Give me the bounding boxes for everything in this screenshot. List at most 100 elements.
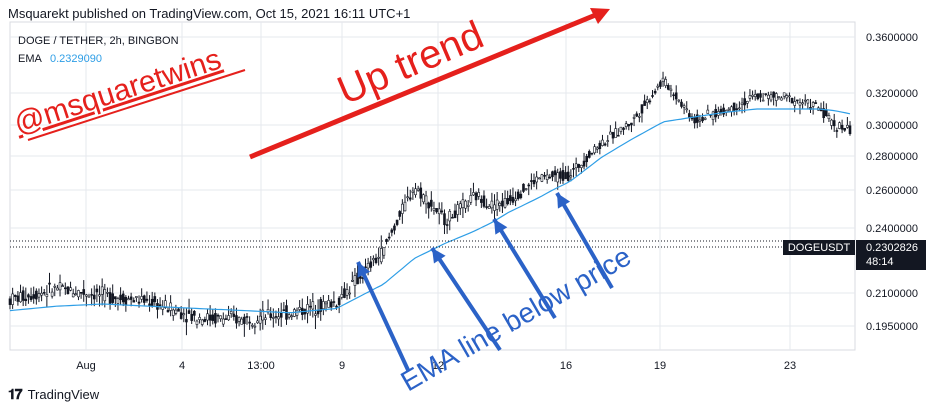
candle-body — [524, 188, 528, 190]
candle-body — [116, 298, 120, 304]
candle-body — [480, 198, 483, 203]
ema-pointer-arrowhead — [494, 219, 508, 235]
candle-body — [66, 286, 70, 295]
candle-body — [395, 219, 399, 225]
candle-body — [256, 320, 259, 324]
candle-body — [790, 97, 794, 104]
candle-body — [185, 319, 188, 323]
up-trend-arrowhead — [590, 8, 610, 24]
candle-body — [669, 88, 673, 91]
candle-body — [748, 95, 752, 99]
candle-body — [148, 303, 151, 307]
candle-body — [45, 294, 49, 297]
candle-body — [456, 204, 459, 215]
price-axis[interactable]: 0.3600000 0.3200000 0.3000000 0.2800000 0.26… — [866, 32, 918, 333]
y-tick-label: 0.1950000 — [866, 321, 918, 333]
ema-line[interactable] — [9, 108, 851, 314]
candle-body — [622, 127, 625, 130]
candle-body — [487, 206, 491, 209]
candle-body — [211, 314, 215, 321]
candle-body — [619, 126, 623, 132]
tradingview-footer[interactable]: 𝟏𝟕 TradingView — [8, 386, 99, 403]
candle-body — [440, 210, 444, 213]
candle-body — [174, 309, 178, 314]
candle-body — [382, 247, 386, 256]
candle-body — [145, 298, 149, 301]
candle-body — [132, 300, 136, 303]
candle-body — [114, 296, 117, 300]
candle-body — [353, 275, 357, 286]
candle-body — [193, 310, 196, 316]
candle-body — [811, 102, 815, 107]
ema-legend-label: EMA — [18, 53, 43, 65]
candle-body — [29, 296, 33, 300]
candle-body — [21, 290, 25, 301]
candle-body — [682, 105, 686, 108]
candle-body — [564, 172, 567, 180]
candle-body — [561, 170, 565, 181]
candle-body — [50, 291, 54, 297]
candle-body — [595, 147, 599, 150]
candle-body — [227, 315, 230, 321]
candle-body — [659, 81, 662, 87]
candle-body — [801, 102, 804, 105]
candle-body — [522, 183, 525, 192]
candle-body — [240, 318, 244, 325]
candle-body — [129, 296, 133, 300]
candle-body — [48, 282, 51, 285]
candle-body — [664, 79, 667, 87]
candle-body — [674, 92, 678, 100]
candle-body — [672, 94, 675, 97]
candle-body — [164, 300, 167, 309]
candle-body — [258, 315, 262, 324]
watermark-underline — [27, 69, 246, 141]
candle-body — [814, 102, 818, 104]
candle-body — [311, 301, 315, 310]
candle-body — [614, 128, 617, 138]
candle-body — [332, 301, 336, 303]
published-line: Msquarekt published on TradingView.com, … — [8, 6, 411, 21]
candle-body — [769, 94, 773, 101]
candle-body — [390, 229, 394, 233]
x-tick-label: 12 — [432, 360, 444, 372]
candle-body — [732, 102, 736, 111]
candle-body — [527, 184, 531, 187]
candle-body — [269, 313, 272, 318]
candle-body — [398, 211, 402, 217]
candle-body — [264, 317, 267, 320]
candle-body — [235, 315, 238, 324]
candle-body — [490, 200, 494, 209]
time-axis[interactable]: Aug 4 13:00 9 12 16 19 23 — [76, 360, 796, 372]
candle-body — [838, 122, 841, 129]
candle-body — [640, 104, 644, 114]
candle-body — [393, 225, 396, 231]
candle-body — [598, 142, 602, 149]
candle-body — [82, 289, 86, 295]
candle-body — [774, 93, 778, 101]
candle-body — [472, 192, 475, 196]
candle-body — [327, 300, 330, 308]
candle-body — [261, 309, 265, 321]
candle-body — [645, 99, 649, 103]
candle-body — [414, 188, 417, 196]
candle-body — [85, 294, 88, 297]
candle-body — [322, 301, 325, 310]
candle-body — [624, 123, 628, 127]
candle-body — [111, 293, 114, 303]
candle-body — [166, 310, 170, 313]
ema-pointer-arrow — [555, 191, 614, 290]
candle-series[interactable] — [8, 71, 852, 337]
candle-body — [245, 316, 249, 318]
candle-body — [337, 297, 341, 305]
candle-body — [514, 198, 517, 202]
ema-pointer-arrowhead — [357, 262, 371, 278]
candle-body — [464, 200, 467, 209]
candle-body — [27, 294, 30, 298]
candle-body — [356, 272, 359, 285]
ema-legend-value: 0.2329090 — [50, 53, 102, 65]
candle-body — [221, 318, 225, 325]
ema-pointer-arrow — [492, 217, 557, 320]
ema-pointer-arrowhead — [557, 193, 571, 209]
candle-body — [843, 128, 847, 131]
